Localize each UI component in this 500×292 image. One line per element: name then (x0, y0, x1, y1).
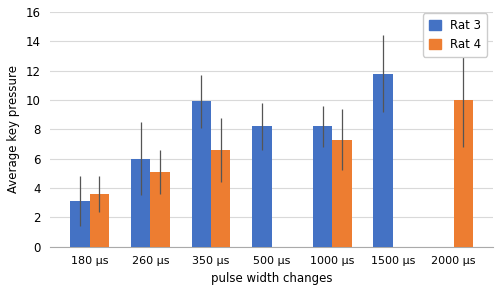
Bar (131, 159, 150, 247)
Y-axis label: Average key pressure: Average key pressure (7, 65, 20, 193)
Bar (454, 100, 473, 247)
X-axis label: pulse width changes: pulse width changes (211, 272, 332, 285)
Bar (90, 194, 109, 247)
Bar (70, 201, 90, 247)
Bar (374, 74, 393, 247)
Bar (332, 140, 351, 247)
Bar (211, 150, 231, 247)
Bar (192, 102, 211, 247)
Bar (150, 172, 170, 247)
Bar (313, 126, 332, 247)
Bar (252, 126, 272, 247)
Legend: Rat 3, Rat 4: Rat 3, Rat 4 (423, 13, 487, 57)
